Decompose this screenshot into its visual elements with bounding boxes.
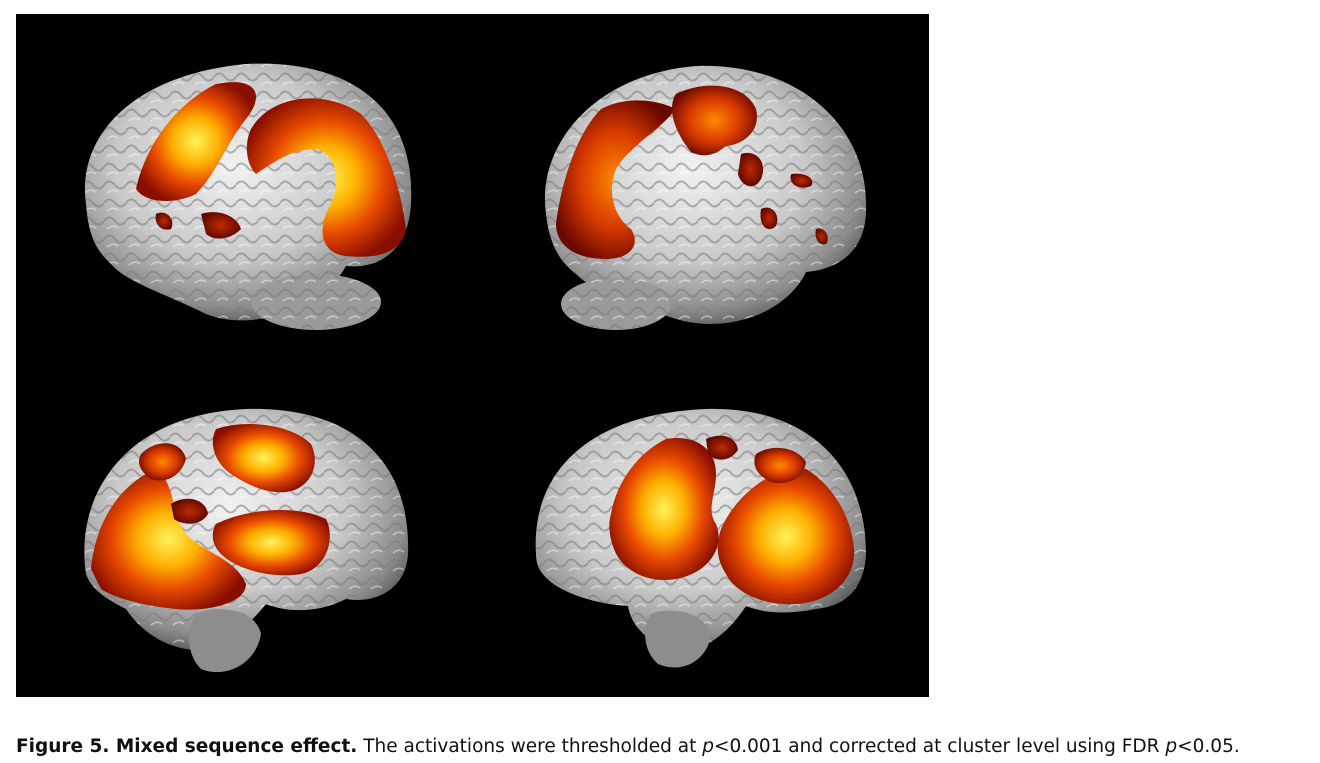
brain-render-figure — [84, 63, 867, 673]
caption-label: Figure 5. Mixed sequence effect. — [16, 736, 358, 757]
figure-caption: Figure 5. Mixed sequence effect. The act… — [16, 735, 1316, 759]
brain-right-lateral — [544, 65, 867, 330]
brain-left-lateral — [84, 63, 412, 330]
figure-image — [16, 14, 929, 697]
caption-text-2: <0.001 and corrected at cluster level us… — [713, 736, 1166, 757]
caption-p-symbol-1: p — [702, 736, 714, 757]
brain-right-medial — [535, 408, 866, 668]
brain-left-medial — [84, 408, 409, 673]
caption-text-3: <0.05. — [1177, 736, 1240, 757]
caption-text-1: The activations were thresholded at — [357, 736, 703, 757]
caption-p-symbol-2: p — [1165, 736, 1178, 757]
